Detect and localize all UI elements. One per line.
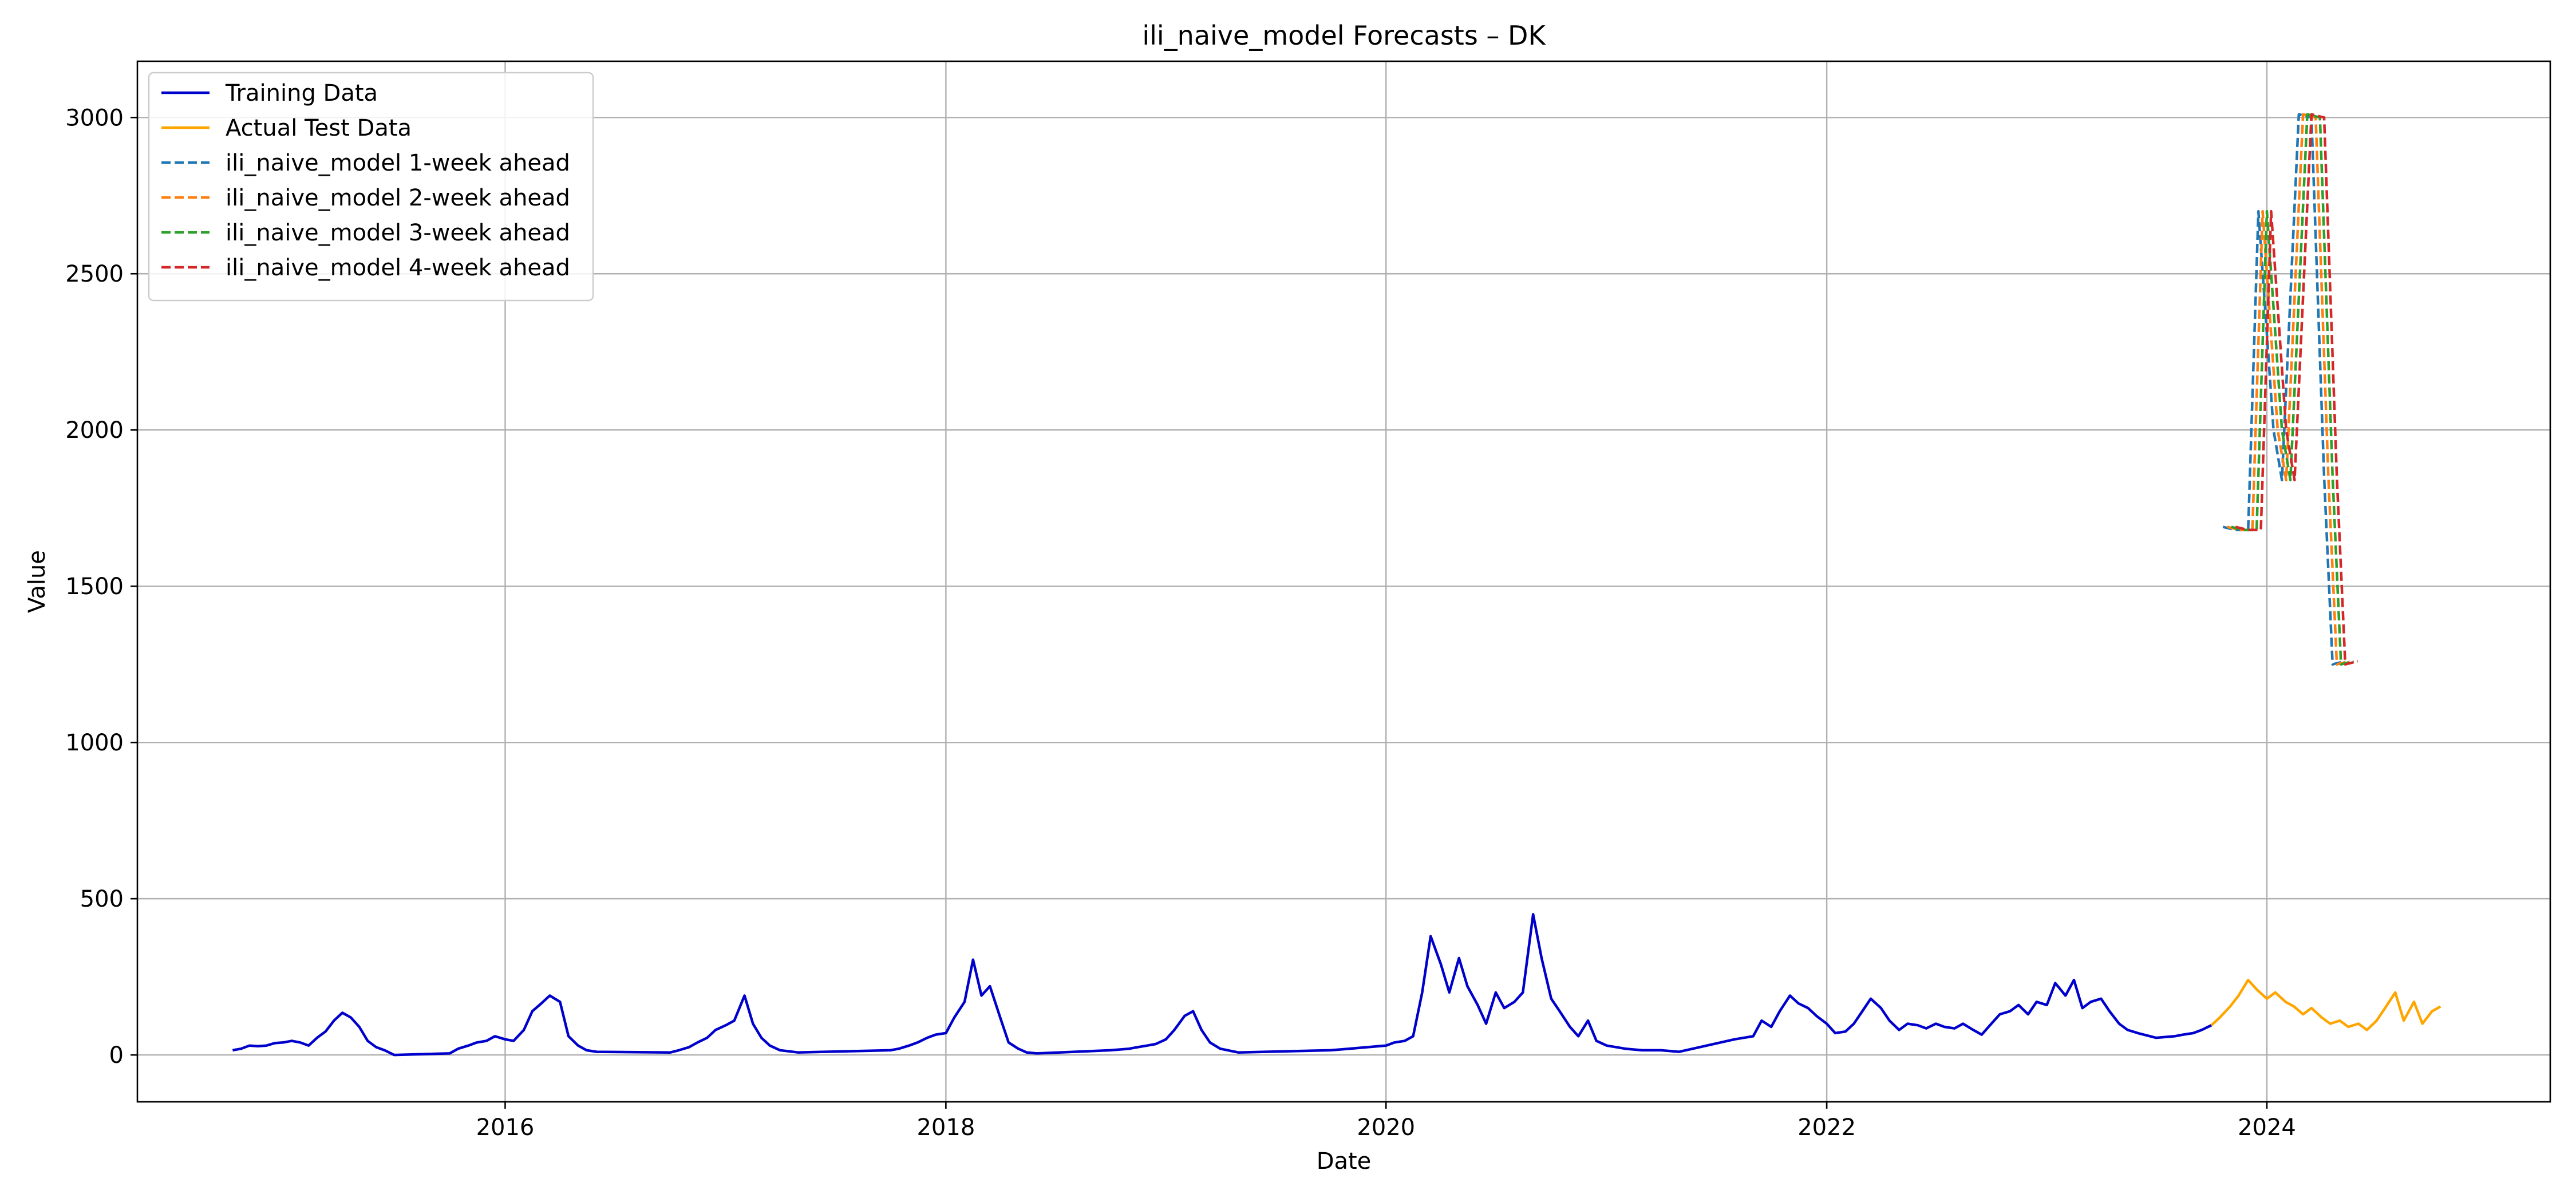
x-tick-label: 2016 (476, 1114, 535, 1141)
y-tick-label: 2000 (65, 417, 124, 444)
y-tick-label: 3000 (65, 105, 124, 131)
y-tick-label: 2500 (65, 261, 124, 287)
chart-title: ili_naive_model Forecasts – DK (1142, 20, 1546, 51)
legend-label: ili_naive_model 2-week ahead (226, 185, 570, 211)
y-tick-label: 1000 (65, 730, 124, 756)
series-lines (232, 113, 2441, 1057)
series-line-training-data (232, 913, 2212, 1057)
x-tick-label: 2020 (1357, 1114, 1415, 1141)
legend-box (148, 72, 594, 302)
y-tick-label: 1500 (65, 574, 124, 600)
legend-label: Actual Test Data (226, 115, 412, 141)
legend-label: Training Data (225, 80, 378, 106)
series-line-ili-naive-model-4-week-ahead (2235, 113, 2358, 666)
legend-label: ili_naive_model 1-week ahead (226, 150, 570, 176)
x-tick-label: 2022 (1797, 1114, 1856, 1141)
legend: Training Data Actual Test Data ili_naive_m… (148, 72, 594, 302)
plot-frame (136, 60, 2551, 1103)
axis-ticks: 2016 2018 2020 2022 2024 0 500 1000 1500 2000 2500… (65, 105, 2296, 1141)
x-tick-label: 2024 (2238, 1114, 2296, 1141)
y-axis-label: Value (24, 550, 50, 613)
legend-label: ili_naive_model 3-week ahead (226, 220, 570, 246)
legend-label: ili_naive_model 4-week ahead (226, 255, 570, 281)
x-axis-label: Date (1317, 1148, 1372, 1175)
series-line-actual-test-data (2210, 978, 2441, 1031)
y-tick-label: 0 (109, 1042, 124, 1069)
y-tick-label: 500 (80, 886, 124, 912)
x-tick-label: 2018 (916, 1114, 975, 1141)
